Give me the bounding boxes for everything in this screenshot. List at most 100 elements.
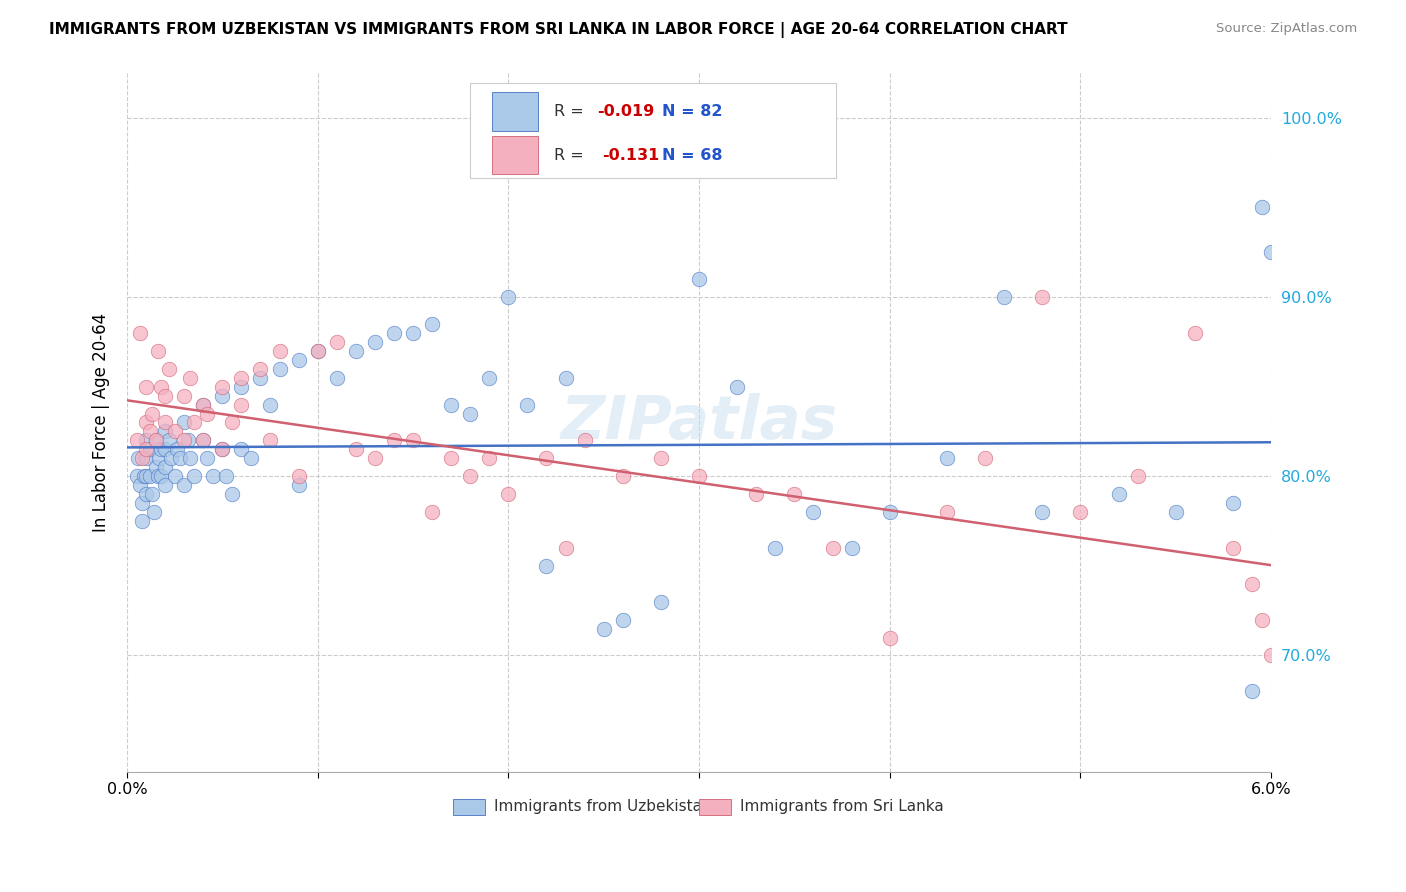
Point <box>478 370 501 384</box>
Point <box>211 442 233 457</box>
Point <box>231 370 253 384</box>
Point <box>650 595 672 609</box>
Text: ZIPatlas: ZIPatlas <box>561 393 838 452</box>
Point <box>650 451 672 466</box>
Point <box>129 478 152 492</box>
Point <box>129 326 152 340</box>
Point <box>173 416 195 430</box>
Point <box>1298 541 1320 555</box>
Point <box>211 379 233 393</box>
Point <box>141 407 163 421</box>
Point <box>382 326 405 340</box>
Point <box>745 487 768 501</box>
Point <box>402 326 425 340</box>
Point <box>1317 613 1340 627</box>
Y-axis label: In Labor Force | Age 20-64: In Labor Force | Age 20-64 <box>93 313 110 532</box>
Point <box>498 290 520 304</box>
FancyBboxPatch shape <box>492 92 537 130</box>
Point <box>231 379 253 393</box>
Text: R =: R = <box>554 147 593 162</box>
Point <box>440 398 463 412</box>
Point <box>1250 613 1272 627</box>
Point <box>554 370 576 384</box>
Point <box>783 487 806 501</box>
Point <box>307 343 329 358</box>
Point <box>287 478 309 492</box>
Point <box>516 398 538 412</box>
Point <box>287 469 309 483</box>
Point <box>215 469 238 483</box>
Point <box>221 416 243 430</box>
Text: IMMIGRANTS FROM UZBEKISTAN VS IMMIGRANTS FROM SRI LANKA IN LABOR FORCE | AGE 20-: IMMIGRANTS FROM UZBEKISTAN VS IMMIGRANTS… <box>49 22 1067 38</box>
Point <box>169 451 191 466</box>
Point <box>458 469 481 483</box>
Point <box>1184 326 1206 340</box>
Point <box>157 434 180 448</box>
Point <box>1222 541 1244 555</box>
FancyBboxPatch shape <box>492 136 537 174</box>
Point <box>195 451 218 466</box>
Point <box>344 442 367 457</box>
FancyBboxPatch shape <box>699 798 731 815</box>
Point <box>153 425 176 439</box>
Point <box>145 434 167 448</box>
Point <box>135 487 157 501</box>
Point <box>344 343 367 358</box>
Point <box>148 451 170 466</box>
Point <box>146 343 169 358</box>
Point <box>179 370 201 384</box>
Point <box>157 361 180 376</box>
Point <box>1126 469 1149 483</box>
Point <box>177 434 200 448</box>
Point <box>612 469 634 483</box>
Point <box>1108 487 1130 501</box>
Point <box>150 469 173 483</box>
Point <box>402 434 425 448</box>
Point <box>249 370 271 384</box>
Point <box>153 460 176 475</box>
Point <box>803 505 825 519</box>
Point <box>1031 290 1053 304</box>
Point <box>145 460 167 475</box>
Point <box>231 442 253 457</box>
Point <box>146 469 169 483</box>
Point <box>498 487 520 501</box>
Point <box>249 361 271 376</box>
Point <box>139 469 162 483</box>
Point <box>935 451 957 466</box>
Point <box>993 290 1015 304</box>
Text: N = 68: N = 68 <box>662 147 723 162</box>
Text: N = 82: N = 82 <box>662 104 723 119</box>
Point <box>1240 684 1263 698</box>
Point <box>166 442 188 457</box>
Point <box>1270 666 1292 681</box>
Point <box>841 541 863 555</box>
Point <box>326 334 349 349</box>
Point <box>160 451 183 466</box>
Point <box>153 416 176 430</box>
Point <box>135 469 157 483</box>
Point <box>259 434 281 448</box>
Point <box>193 398 215 412</box>
Text: -0.131: -0.131 <box>602 147 659 162</box>
Point <box>974 451 997 466</box>
Point <box>326 370 349 384</box>
Point <box>195 407 218 421</box>
Point <box>420 317 443 331</box>
Point <box>135 379 157 393</box>
Point <box>163 425 186 439</box>
Point <box>183 416 205 430</box>
Point <box>193 398 215 412</box>
Point <box>135 434 157 448</box>
Text: R =: R = <box>554 104 589 119</box>
Point <box>269 343 291 358</box>
Point <box>554 541 576 555</box>
Point <box>131 451 153 466</box>
Point <box>211 388 233 402</box>
Point <box>131 514 153 528</box>
Point <box>1260 648 1282 663</box>
Point <box>688 272 710 286</box>
Point <box>1164 505 1187 519</box>
Point <box>1260 245 1282 260</box>
Point <box>127 451 149 466</box>
